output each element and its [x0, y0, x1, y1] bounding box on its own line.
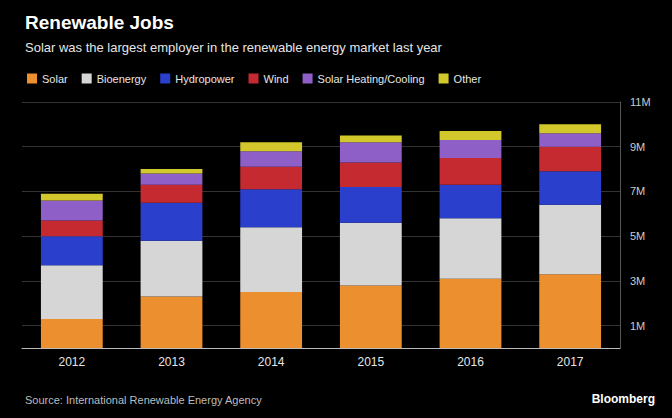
svg-text:11M: 11M: [630, 96, 651, 108]
svg-text:5M: 5M: [630, 230, 645, 242]
svg-text:Bioenergy: Bioenergy: [97, 73, 147, 85]
svg-text:Source: International Renewabl: Source: International Renewable Energy A…: [25, 394, 262, 406]
svg-text:Bloomberg: Bloomberg: [592, 392, 655, 406]
svg-text:2017: 2017: [557, 355, 584, 369]
svg-text:2013: 2013: [158, 355, 185, 369]
svg-text:2016: 2016: [457, 355, 484, 369]
svg-text:9M: 9M: [630, 141, 645, 153]
svg-text:Renewable Jobs: Renewable Jobs: [25, 12, 174, 33]
svg-text:Solar was the largest employer: Solar was the largest employer in the re…: [25, 40, 443, 55]
svg-text:Solar: Solar: [42, 73, 68, 85]
svg-text:Wind: Wind: [264, 73, 289, 85]
svg-text:2015: 2015: [357, 355, 384, 369]
svg-text:3M: 3M: [630, 275, 645, 287]
svg-text:1M: 1M: [630, 320, 645, 332]
svg-text:Solar Heating/Cooling: Solar Heating/Cooling: [318, 73, 425, 85]
svg-text:2012: 2012: [58, 355, 85, 369]
svg-text:Other: Other: [454, 73, 482, 85]
svg-text:7M: 7M: [630, 185, 645, 197]
svg-text:Hydropower: Hydropower: [175, 73, 235, 85]
svg-text:2014: 2014: [258, 355, 285, 369]
